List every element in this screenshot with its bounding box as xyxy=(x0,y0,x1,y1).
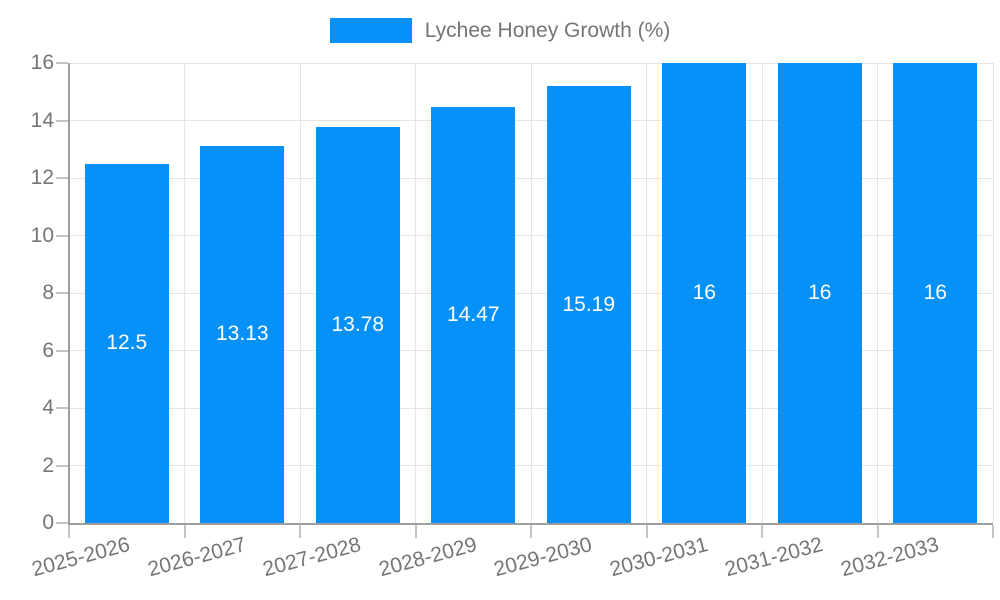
bar: 15.19 xyxy=(546,86,631,523)
bar-value-label: 15.19 xyxy=(562,292,616,316)
bar-value-label: 13.13 xyxy=(215,322,269,346)
bar-value-label: 16 xyxy=(808,281,832,304)
x-gridline xyxy=(184,63,185,523)
y-tick-label: 14 xyxy=(30,108,54,132)
x-gridline xyxy=(415,63,416,523)
bar: 13.78 xyxy=(315,126,400,523)
x-gridline xyxy=(299,63,301,523)
y-tick-label: 0 xyxy=(42,511,54,534)
legend-label: Lychee Honey Growth (%) xyxy=(424,19,671,42)
y-axis-tick xyxy=(56,119,68,122)
bar: 12.5 xyxy=(84,163,169,523)
y-axis-tick xyxy=(56,234,68,237)
x-tick-label: 2030-2031 xyxy=(607,533,711,582)
x-gridline xyxy=(530,63,532,523)
y-tick-label: 10 xyxy=(30,223,54,247)
x-tick-label: 2032-2033 xyxy=(838,533,942,582)
bar-value-label: 12.5 xyxy=(106,331,148,355)
x-axis-tick xyxy=(876,525,879,538)
y-tick-label: 6 xyxy=(42,338,54,362)
y-tick-label: 2 xyxy=(42,453,54,477)
bar: 14.47 xyxy=(431,106,516,523)
y-axis-tick xyxy=(56,522,68,524)
y-tick-label: 8 xyxy=(42,281,54,304)
x-gridline xyxy=(992,63,994,523)
bar: 13.13 xyxy=(200,145,285,523)
bar-value-label: 16 xyxy=(923,281,947,304)
x-tick-label: 2029-2030 xyxy=(491,533,595,582)
bar-value-label: 13.78 xyxy=(331,312,385,336)
x-tick-label: 2027-2028 xyxy=(260,533,364,582)
y-tick-label: 16 xyxy=(30,51,54,74)
legend-swatch xyxy=(329,18,412,43)
x-gridline xyxy=(761,63,763,523)
y-tick-label: 12 xyxy=(30,166,54,189)
x-gridline xyxy=(646,63,647,523)
y-axis-tick xyxy=(56,464,68,467)
bar-value-label: 16 xyxy=(692,281,716,304)
x-axis-line xyxy=(68,523,993,525)
x-axis-tick xyxy=(183,525,186,538)
x-tick-label: 2031-2032 xyxy=(722,533,826,582)
bar: 16 xyxy=(662,63,747,523)
x-axis-tick xyxy=(299,525,301,538)
y-axis-line xyxy=(68,63,70,525)
bar-value-label: 14.47 xyxy=(446,302,500,326)
x-axis-tick xyxy=(761,525,763,538)
bar: 16 xyxy=(777,63,862,523)
x-axis-tick xyxy=(414,525,417,538)
y-axis-tick xyxy=(56,292,68,294)
x-gridline xyxy=(877,63,878,523)
y-axis-tick xyxy=(56,407,68,409)
x-tick-label: 2028-2029 xyxy=(376,533,480,582)
x-axis-tick xyxy=(645,525,648,538)
plot-area: 0 2 4 6 8 10 12 14 16 12.5 13.13 13.78 14.47 15.19 16 1… xyxy=(30,51,994,581)
y-tick-label: 4 xyxy=(42,396,54,419)
x-axis-tick xyxy=(530,525,532,538)
y-axis-tick xyxy=(56,62,68,64)
bar: 16 xyxy=(893,63,978,523)
x-axis-tick xyxy=(992,525,994,538)
y-axis-tick xyxy=(56,349,68,352)
x-tick-label: 2026-2027 xyxy=(145,533,249,582)
legend[interactable]: Lychee Honey Growth (%) xyxy=(0,17,1000,44)
y-axis-tick xyxy=(56,177,68,179)
x-tick-label: 2025-2026 xyxy=(29,533,133,582)
x-axis-tick xyxy=(68,525,70,538)
